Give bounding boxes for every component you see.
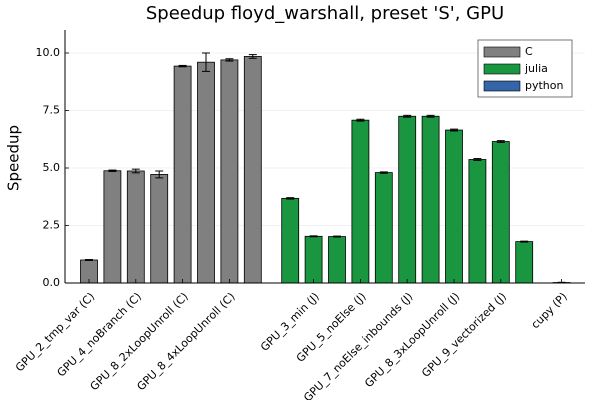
y-tick-label: 0.0 — [43, 276, 61, 289]
bar — [126, 170, 145, 284]
y-tick-label: 7.5 — [43, 104, 61, 117]
bar — [468, 159, 487, 284]
bar — [220, 59, 239, 284]
legend-swatch — [483, 80, 521, 92]
bar — [281, 197, 300, 284]
y-tick-label: 10.0 — [36, 46, 61, 59]
bar — [398, 115, 417, 284]
bar — [515, 241, 534, 284]
bar — [351, 119, 370, 284]
legend-swatch — [483, 46, 521, 58]
bar — [445, 129, 463, 284]
x-tick-label: GPU_8_2xLoopUnroll (C) — [88, 290, 191, 393]
bar — [197, 61, 215, 284]
bar — [328, 236, 346, 284]
legend-label: python — [525, 79, 564, 92]
x-tick-label: GPU_4_noBranch (C) — [55, 290, 144, 379]
bar — [421, 115, 440, 284]
x-tick-label: GPU_8_3xLoopUnroll (J) — [362, 290, 462, 390]
y-tick-label: 5.0 — [43, 161, 61, 174]
bar — [103, 170, 122, 284]
y-tick-label: 2.5 — [43, 219, 61, 232]
bar — [491, 141, 510, 284]
legend-label: C — [525, 45, 533, 58]
bar — [374, 172, 393, 284]
bar — [150, 174, 169, 284]
x-tick-label: GPU_9_vectorized (J) — [419, 290, 509, 380]
bar — [173, 65, 192, 284]
x-tick-label: GPU_2_tmp_var (C) — [13, 290, 97, 374]
legend-label: julia — [524, 62, 548, 75]
chart-title: Speedup floyd_warshall, preset 'S', GPU — [146, 3, 504, 24]
bar — [243, 56, 262, 284]
x-tick-label: cupy (P) — [529, 290, 570, 331]
bar — [304, 235, 323, 284]
legend-swatch — [483, 63, 521, 75]
y-axis-label: Speedup — [5, 125, 23, 191]
x-tick-label: GPU_8_4xLoopUnroll (C) — [134, 290, 237, 393]
